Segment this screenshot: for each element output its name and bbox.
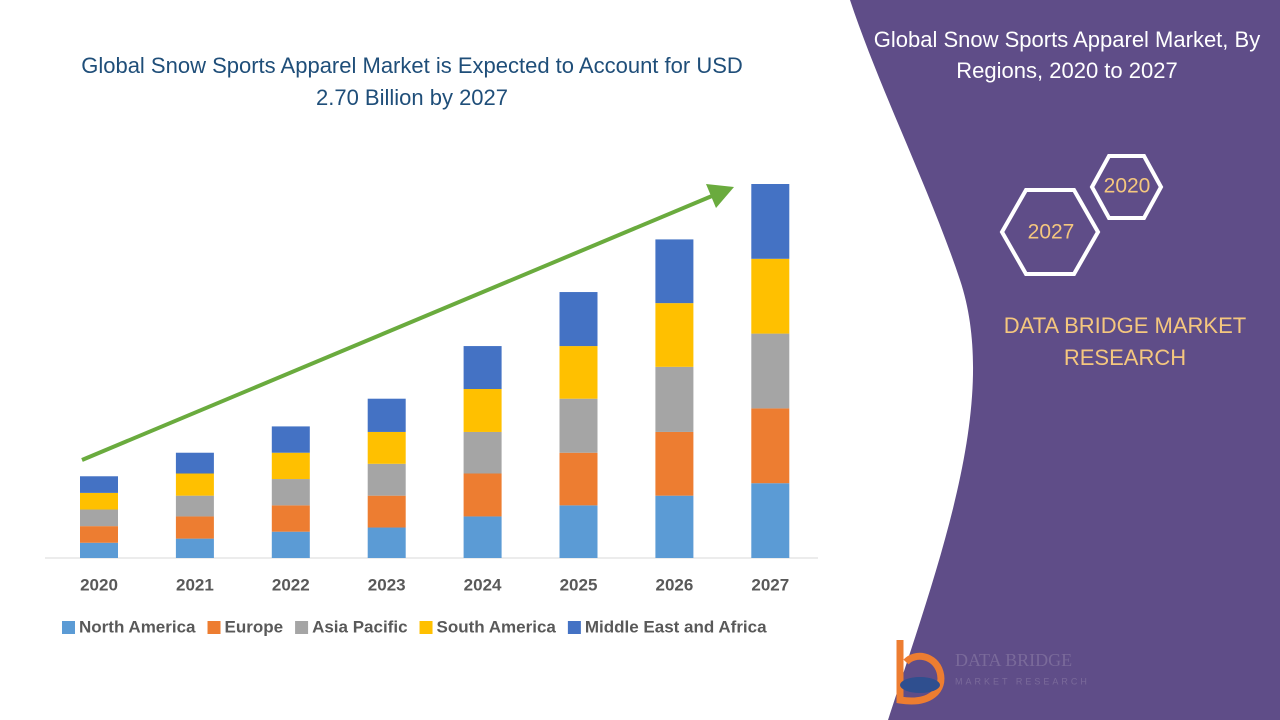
legend-swatch <box>207 621 221 634</box>
bar-segment <box>559 398 598 453</box>
bar-segment <box>80 526 118 543</box>
bar-segment <box>271 479 310 506</box>
hexagon <box>1089 154 1164 220</box>
bar-segment <box>559 505 598 558</box>
bar-segment <box>559 292 598 347</box>
legend-swatch <box>567 621 581 634</box>
bar-segment <box>559 346 598 399</box>
bar-segment <box>175 538 214 558</box>
bar-segment <box>271 505 310 532</box>
bar-segment <box>463 473 502 517</box>
trend-arrow-head <box>706 184 734 208</box>
legend-label: Europe <box>225 617 284 636</box>
panel-heading: Global Snow Sports Apparel Market, By Re… <box>873 27 1261 83</box>
bar-segment <box>271 452 310 480</box>
legend-swatch <box>295 621 309 634</box>
bar-segment <box>175 516 214 539</box>
side-panel <box>850 0 1280 720</box>
x-tick-label: 2023 <box>368 575 406 594</box>
bar-segment <box>367 431 406 464</box>
x-tick-label: 2020 <box>80 575 118 594</box>
bar-segment <box>367 495 406 528</box>
x-tick-label: 2022 <box>272 575 310 594</box>
x-tick-label: 2025 <box>560 575 598 594</box>
trend-arrow <box>81 194 713 462</box>
bar-segment <box>751 333 790 409</box>
bar-segment <box>655 303 694 367</box>
x-tick-label: 2024 <box>464 575 502 594</box>
hexagon-label: 2020 <box>1104 175 1151 198</box>
logo-tagline: MARKET RESEARCH <box>955 676 1090 686</box>
x-tick-label: 2026 <box>655 575 693 594</box>
hexagon <box>999 188 1101 276</box>
bar-segment <box>367 463 406 496</box>
bar-segment <box>463 516 502 558</box>
legend-swatch <box>419 621 433 634</box>
bar-segment <box>175 473 214 496</box>
legend-label: North America <box>79 617 196 636</box>
logo-mark <box>896 640 945 705</box>
bar-segment <box>367 527 406 558</box>
legend-label: South America <box>437 617 557 636</box>
bar-segment <box>655 366 694 432</box>
hexagon-label: 2027 <box>1028 221 1075 244</box>
bar-segment <box>463 389 502 432</box>
bar-segment <box>751 184 790 259</box>
bar-segment <box>751 483 790 558</box>
legend-label: Asia Pacific <box>312 617 407 636</box>
x-tick-label: 2027 <box>751 575 789 594</box>
chart-title: Global Snow Sports Apparel Market is Exp… <box>81 53 743 110</box>
bar-segment <box>655 431 694 496</box>
bar-segment <box>559 452 598 506</box>
bar-segment <box>463 431 502 474</box>
bar-segment <box>751 258 790 334</box>
bar-segment <box>655 495 694 558</box>
bar-segment <box>271 426 310 453</box>
logo-mark <box>900 677 940 693</box>
legend-swatch <box>62 621 75 634</box>
x-tick-label: 2021 <box>176 575 214 594</box>
bar-segment <box>80 542 118 558</box>
bar-segment <box>655 239 694 304</box>
bar-segment <box>80 476 118 493</box>
bar-segment <box>175 495 214 517</box>
legend-label: Middle East and Africa <box>585 617 767 636</box>
bar-segment <box>751 408 790 484</box>
bar-segment <box>80 509 118 527</box>
logo-name: DATA BRIDGE <box>955 650 1072 670</box>
bar-segment <box>80 492 118 510</box>
bar-segment <box>271 531 310 558</box>
bar-segment <box>175 452 214 474</box>
brand: DATA BRIDGE MARKET RESEARCH <box>1003 313 1247 370</box>
bar-segment <box>463 346 502 390</box>
bar-segment <box>367 398 406 432</box>
